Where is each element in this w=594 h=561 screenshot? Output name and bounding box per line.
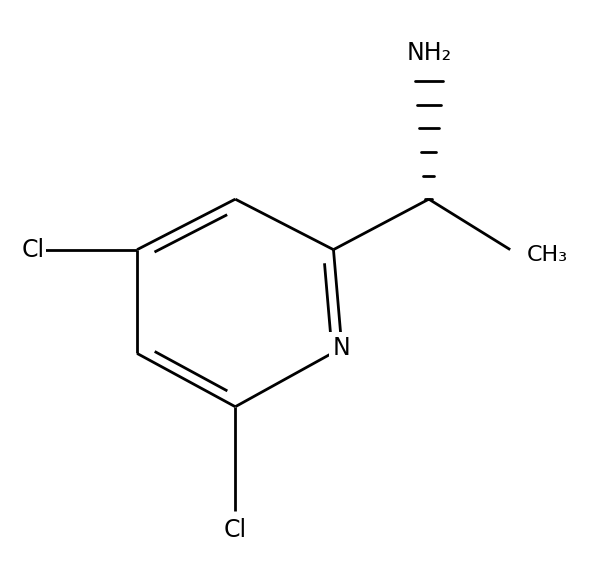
Text: Cl: Cl (22, 238, 45, 261)
Text: Cl: Cl (224, 518, 247, 542)
Text: CH₃: CH₃ (527, 245, 568, 265)
Text: NH₂: NH₂ (406, 42, 451, 65)
Text: N: N (333, 336, 350, 360)
